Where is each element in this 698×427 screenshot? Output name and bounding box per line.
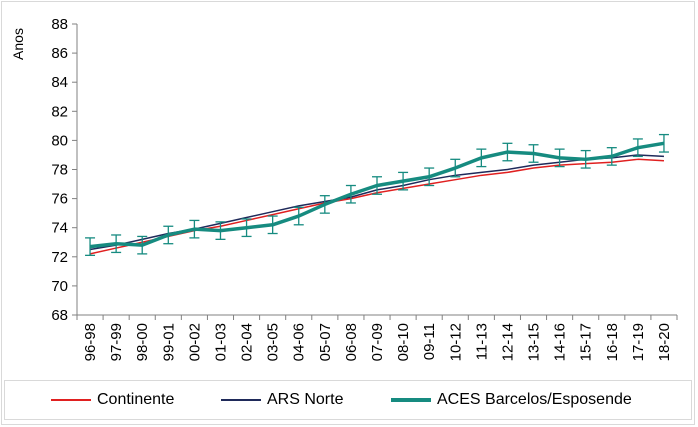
legend-item-continente: Continente — [51, 389, 174, 411]
x-tick-label: 08-10 — [395, 323, 412, 361]
y-tick-label: 76 — [51, 191, 68, 208]
y-tick-label: 82 — [51, 103, 68, 120]
x-tick-label: 04-06 — [291, 323, 308, 361]
series-line-0 — [89, 158, 665, 255]
y-tick-label: 74 — [51, 220, 68, 237]
x-tick-label: 13-15 — [526, 323, 543, 361]
legend-item-ars-norte: ARS Norte — [221, 389, 343, 411]
legend-swatch-continente — [51, 399, 91, 401]
legend-label-aces: ACES Barcelos/Esposende — [437, 391, 632, 408]
legend-swatch-aces — [391, 398, 431, 402]
x-tick-label: 03-05 — [265, 323, 282, 361]
x-tick-label: 11-13 — [473, 323, 490, 360]
legend-item-aces: ACES Barcelos/Esposende — [391, 389, 632, 411]
x-tick-label: 00-02 — [186, 323, 203, 361]
legend: Continente ARS Norte ACES Barcelos/Espos… — [4, 380, 692, 420]
y-tick-label: 70 — [51, 278, 68, 295]
x-tick-label: 09-11 — [421, 323, 438, 360]
x-axis: 96-98 97-99 98-00 99-01 00-02 01-03 02-04 03-05… — [76, 314, 678, 361]
y-axis: 68 70 72 74 76 78 80 82 84 86 88 — [51, 16, 78, 324]
x-tick-label: 07-09 — [369, 323, 386, 361]
x-tick-label: 17-19 — [630, 323, 647, 361]
legend-label-ars-norte: ARS Norte — [267, 391, 344, 408]
x-tick-label: 02-04 — [239, 323, 256, 361]
x-tick-label: 15-17 — [578, 323, 595, 361]
y-tick-label: 84 — [51, 74, 68, 91]
legend-swatch-ars-norte — [221, 399, 261, 401]
x-tick-label: 01-03 — [212, 323, 229, 361]
x-tick-label: 96-98 — [82, 323, 99, 361]
legend-label-continente: Continente — [97, 391, 175, 408]
x-tick-label: 97-99 — [108, 323, 125, 361]
y-tick-label: 86 — [51, 45, 68, 62]
y-tick-label: 88 — [51, 16, 68, 33]
x-tick-label: 18-20 — [656, 323, 673, 361]
x-tick-label: 99-01 — [160, 323, 177, 361]
y-axis-title: Anos — [10, 28, 26, 60]
series-lines — [85, 133, 669, 256]
y-tick-label: 78 — [51, 162, 68, 179]
y-tick-label: 72 — [51, 249, 68, 266]
x-tick-label: 16-18 — [604, 323, 621, 361]
x-tick-label: 06-08 — [343, 323, 360, 361]
y-tick-label: 68 — [51, 307, 68, 324]
x-tick-label: 14-16 — [552, 323, 569, 361]
y-tick-label: 80 — [51, 132, 68, 149]
line-chart: 68 70 72 74 76 78 80 82 84 86 88 96-98 97-99 98-00 99… — [10, 16, 678, 361]
x-tick-label: 10-12 — [447, 323, 464, 361]
x-tick-label: 98-00 — [134, 323, 151, 361]
x-tick-label: 05-07 — [317, 323, 334, 361]
x-tick-label: 12-14 — [499, 323, 516, 361]
series-line-2 — [89, 141, 665, 249]
